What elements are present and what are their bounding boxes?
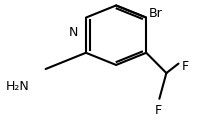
Text: H₂N: H₂N xyxy=(6,80,29,93)
Text: N: N xyxy=(69,26,79,39)
Text: Br: Br xyxy=(148,7,162,20)
Text: F: F xyxy=(154,104,161,117)
Text: F: F xyxy=(182,60,189,73)
